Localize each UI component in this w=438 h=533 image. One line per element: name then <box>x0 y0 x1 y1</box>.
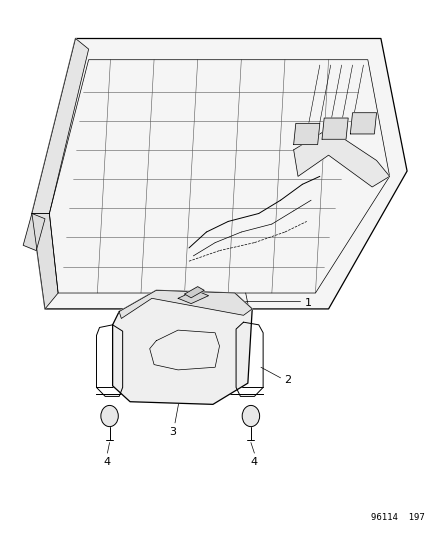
Polygon shape <box>293 123 319 144</box>
Text: 2: 2 <box>283 375 290 385</box>
Polygon shape <box>113 290 252 405</box>
Text: 96114  197: 96114 197 <box>370 513 424 522</box>
Polygon shape <box>119 290 252 318</box>
Text: 3: 3 <box>169 426 176 437</box>
Polygon shape <box>350 113 376 134</box>
Polygon shape <box>23 214 45 251</box>
Text: 4: 4 <box>250 457 258 467</box>
Polygon shape <box>321 118 347 139</box>
Text: 1: 1 <box>304 297 311 308</box>
Polygon shape <box>293 128 389 187</box>
Polygon shape <box>184 287 204 298</box>
Polygon shape <box>178 290 208 304</box>
Text: 4: 4 <box>104 457 111 467</box>
Polygon shape <box>32 38 88 214</box>
Circle shape <box>101 406 118 426</box>
Polygon shape <box>32 214 58 309</box>
Polygon shape <box>32 38 406 309</box>
Circle shape <box>242 406 259 426</box>
